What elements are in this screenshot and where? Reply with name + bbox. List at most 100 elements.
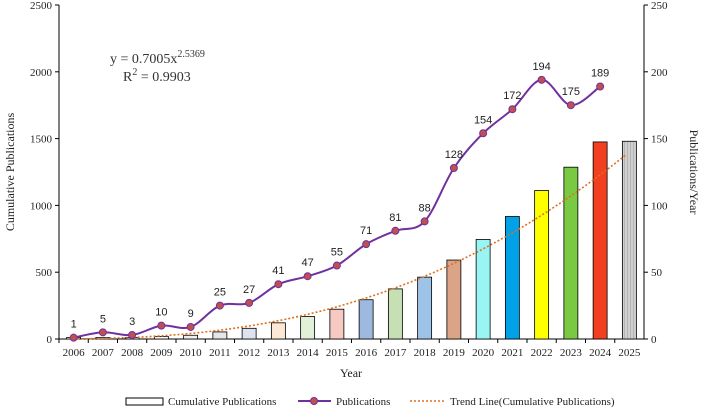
legend-swatch-publications-marker [310, 397, 318, 405]
x-tick-label: 2022 [531, 347, 553, 359]
y-tick-label-right: 50 [651, 267, 663, 279]
legend-label-cumulative: Cumulative Publications [168, 396, 276, 408]
publications-data-label-2020: 154 [474, 114, 492, 126]
r-squared: R2 = 0.9903 [123, 67, 191, 85]
publications-point-2010 [186, 322, 195, 331]
y-tick-label-left: 1000 [30, 200, 53, 212]
publications-point-2015 [332, 261, 341, 270]
publications-point-2023 [566, 101, 575, 110]
publications-point-2011 [215, 301, 224, 310]
x-axis-title: Year [340, 366, 362, 380]
x-tick-label: 2008 [121, 347, 144, 359]
bar-cumulative-2024 [592, 141, 608, 340]
publications-line [73, 78, 601, 339]
publications-data-label-2008: 3 [129, 316, 135, 328]
publications-data-label-2019: 128 [445, 149, 463, 161]
bar-cumulative-2014 [300, 316, 316, 340]
trend-line [73, 153, 627, 340]
x-tick-label: 2015 [326, 347, 349, 359]
bar-cumulative-2023 [563, 166, 579, 340]
bar-cumulative-2019 [446, 259, 462, 340]
bar-cumulative-2018 [417, 276, 433, 340]
y-axis-title-left: Cumulative Publications [3, 113, 17, 232]
publications-point-2022 [537, 75, 546, 84]
bar-cumulative-2012 [241, 327, 257, 340]
bar-cumulative-2013 [270, 322, 286, 340]
bar-cumulative-2015 [329, 308, 345, 340]
y-tick-label-left: 0 [47, 334, 53, 346]
x-tick-label: 2018 [414, 347, 437, 359]
x-tick-label: 2020 [472, 347, 495, 359]
x-tick-label: 2021 [501, 347, 523, 359]
publications-data-label-2015: 55 [331, 247, 343, 259]
bar-cumulative-2021 [504, 216, 520, 340]
bar-cumulative-2016 [358, 299, 374, 340]
bar-cumulative-2025 [621, 140, 637, 340]
legend-swatch-cumulative [125, 397, 164, 406]
x-tick-label: 2006 [63, 347, 86, 359]
y-tick-label-right: 250 [651, 0, 668, 12]
publications-data-label-2011: 25 [214, 287, 226, 299]
publications-data-label-2022: 194 [532, 61, 550, 73]
y-tick-label-left: 500 [36, 267, 53, 279]
bar-cumulative-2009 [153, 336, 169, 340]
y-tick-label-right: 200 [651, 67, 668, 79]
bar-cumulative-2010 [183, 334, 199, 340]
publications-point-2008 [128, 330, 137, 339]
publications-data-label-2016: 71 [360, 225, 372, 237]
y-tick-label-left: 2000 [30, 67, 53, 79]
bar-cumulative-2022 [534, 190, 550, 340]
publications-point-2017 [391, 226, 400, 235]
publications-point-2018 [420, 217, 429, 226]
publications-point-2019 [449, 163, 458, 172]
publications-data-label-2013: 41 [272, 265, 284, 277]
x-tick-label: 2012 [238, 347, 260, 359]
publications-data-label-2017: 81 [389, 212, 401, 224]
publications-point-2013 [274, 280, 283, 289]
publications-data-label-2018: 88 [419, 202, 431, 214]
x-tick-label: 2017 [384, 347, 407, 359]
legend: Cumulative Publications Publications Tre… [125, 396, 615, 408]
legend-label-trend: Trend Line(Cumulative Publications) [450, 396, 615, 408]
y-tick-label-right: 100 [651, 200, 668, 212]
publications-data-label-2010: 9 [188, 308, 194, 320]
x-tick-label: 2025 [618, 347, 641, 359]
x-tick-label: 2007 [92, 347, 115, 359]
bar-cumulative-2020 [475, 239, 491, 340]
publications-point-2020 [479, 129, 488, 138]
trend-equation: y = 0.7005x2.5369 [110, 49, 205, 67]
publications-point-2009 [157, 321, 166, 330]
publications-point-2012 [245, 298, 254, 307]
y-tick-label-left: 2500 [30, 0, 53, 12]
x-tick-label: 2009 [150, 347, 173, 359]
publications-data-label-2006: 1 [71, 319, 77, 331]
publications-data-label-2009: 10 [155, 307, 167, 319]
bar-cumulative-2017 [387, 288, 403, 340]
publications-data-label-2024: 189 [591, 67, 609, 79]
x-tick-label: 2010 [180, 347, 203, 359]
publications-point-2006 [69, 333, 78, 342]
y-tick-label-right: 150 [651, 134, 668, 146]
y-tick-label-right: 0 [651, 334, 657, 346]
publications-point-2021 [508, 105, 517, 114]
y-tick-label-left: 1500 [30, 134, 53, 146]
publications-point-2024 [596, 82, 605, 91]
publications-point-2014 [303, 272, 312, 281]
x-tick-label: 2024 [589, 347, 612, 359]
legend-label-publications: Publications [336, 396, 390, 408]
x-tick-label: 2023 [560, 347, 583, 359]
x-tick-label: 2014 [297, 347, 320, 359]
publications-data-label-2021: 172 [503, 90, 521, 102]
x-tick-label: 2019 [443, 347, 466, 359]
y-axis-title-right: Publications/Year [687, 130, 701, 215]
bar-cumulative-2011 [212, 331, 228, 340]
publications-data-label-2014: 47 [302, 257, 314, 269]
publications-data-label-2007: 5 [100, 313, 106, 325]
x-tick-label: 2013 [267, 347, 290, 359]
x-tick-label: 2016 [355, 347, 378, 359]
publications-data-label-2023: 175 [562, 86, 580, 98]
publications-point-2016 [362, 240, 371, 249]
publications-point-2007 [98, 328, 107, 337]
x-tick-label: 2011 [209, 347, 231, 359]
